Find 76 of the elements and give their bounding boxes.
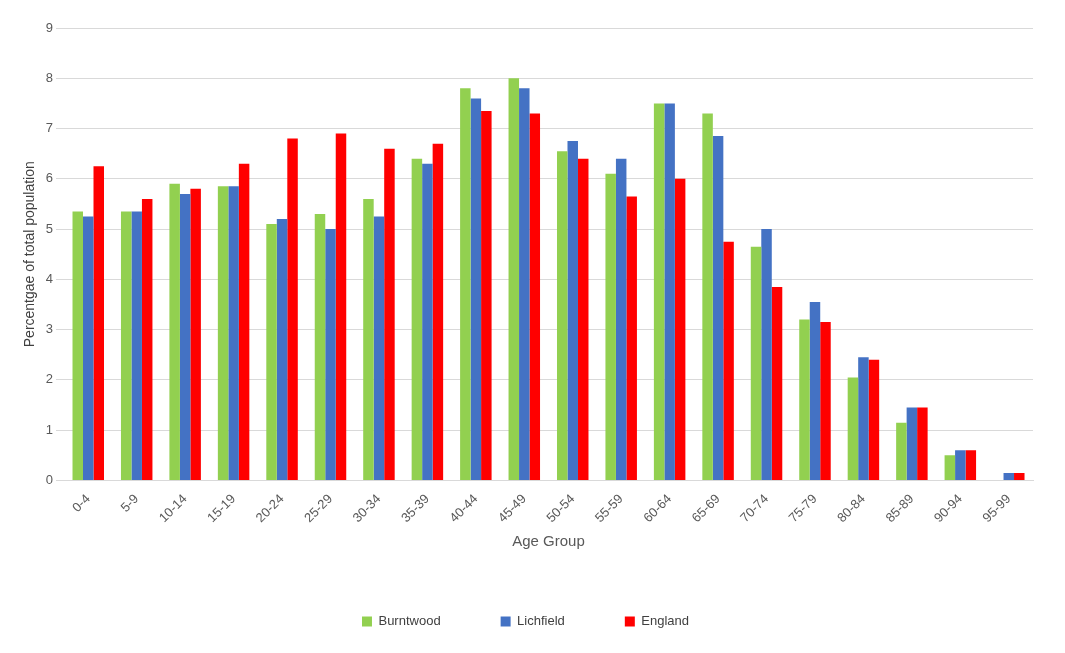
y-tick-label: 0 bbox=[45, 472, 54, 488]
bar bbox=[723, 241, 734, 480]
bar bbox=[1003, 472, 1015, 480]
bar bbox=[131, 211, 142, 480]
bar bbox=[519, 88, 530, 480]
bar bbox=[217, 186, 229, 480]
bar bbox=[868, 359, 880, 480]
bar bbox=[712, 136, 724, 480]
bar bbox=[847, 377, 859, 480]
bar bbox=[906, 407, 918, 480]
bar bbox=[556, 151, 568, 480]
bar bbox=[626, 196, 637, 480]
x-tick-label: 5-9 bbox=[117, 491, 142, 515]
y-tick-label: 3 bbox=[45, 321, 54, 337]
bar bbox=[460, 88, 471, 480]
bar bbox=[93, 166, 104, 480]
x-tick-label: 0-4 bbox=[69, 491, 93, 515]
bar bbox=[363, 198, 374, 480]
bar bbox=[481, 110, 492, 480]
y-tick-label: 9 bbox=[45, 19, 54, 35]
bar bbox=[664, 103, 675, 480]
bar bbox=[508, 78, 520, 480]
bar bbox=[276, 219, 288, 480]
bar bbox=[1014, 472, 1025, 480]
bar bbox=[83, 216, 94, 480]
bar bbox=[567, 141, 578, 480]
bar bbox=[761, 229, 772, 480]
bar bbox=[120, 211, 132, 480]
bar bbox=[287, 138, 298, 480]
bar bbox=[615, 158, 627, 480]
bar bbox=[674, 178, 686, 480]
y-tick-label: 1 bbox=[45, 421, 54, 437]
bar bbox=[422, 163, 433, 480]
bar bbox=[858, 357, 869, 480]
bar bbox=[266, 224, 277, 480]
y-tick-label: 7 bbox=[45, 120, 54, 136]
x-axis-title: Age Group bbox=[512, 532, 585, 550]
legend-label: Burntwood bbox=[378, 613, 441, 629]
bar bbox=[917, 407, 928, 480]
bar bbox=[432, 143, 444, 480]
bar bbox=[653, 103, 665, 480]
bar bbox=[470, 98, 482, 480]
bar bbox=[771, 286, 783, 480]
bar bbox=[750, 246, 762, 480]
bar bbox=[411, 158, 423, 480]
bar bbox=[141, 198, 153, 480]
y-tick-label: 8 bbox=[45, 69, 54, 85]
legend-label: Lichfield bbox=[517, 613, 565, 629]
bar bbox=[169, 183, 180, 480]
bar bbox=[944, 455, 956, 480]
y-tick-label: 4 bbox=[45, 270, 54, 286]
y-tick-label: 2 bbox=[45, 371, 54, 387]
bar bbox=[577, 158, 589, 480]
bar bbox=[384, 148, 395, 480]
bar bbox=[529, 113, 541, 480]
y-axis-title: Percentgae of total population bbox=[21, 161, 38, 348]
y-tick-label: 5 bbox=[45, 220, 54, 236]
bar bbox=[799, 319, 810, 480]
bar bbox=[190, 188, 201, 480]
bar bbox=[955, 450, 966, 480]
bar bbox=[314, 214, 326, 480]
bar bbox=[605, 173, 616, 480]
bar bbox=[325, 229, 336, 480]
bar bbox=[335, 133, 347, 480]
y-tick-label: 6 bbox=[45, 170, 54, 186]
bar bbox=[228, 186, 239, 480]
bar bbox=[179, 193, 191, 480]
bar bbox=[820, 322, 831, 480]
legend-label: England bbox=[641, 613, 690, 629]
bar bbox=[702, 113, 713, 480]
bar bbox=[373, 216, 385, 480]
bar bbox=[896, 422, 907, 480]
bar bbox=[965, 450, 977, 480]
bar bbox=[809, 301, 821, 480]
bar bbox=[238, 163, 250, 480]
bar bbox=[72, 211, 84, 480]
